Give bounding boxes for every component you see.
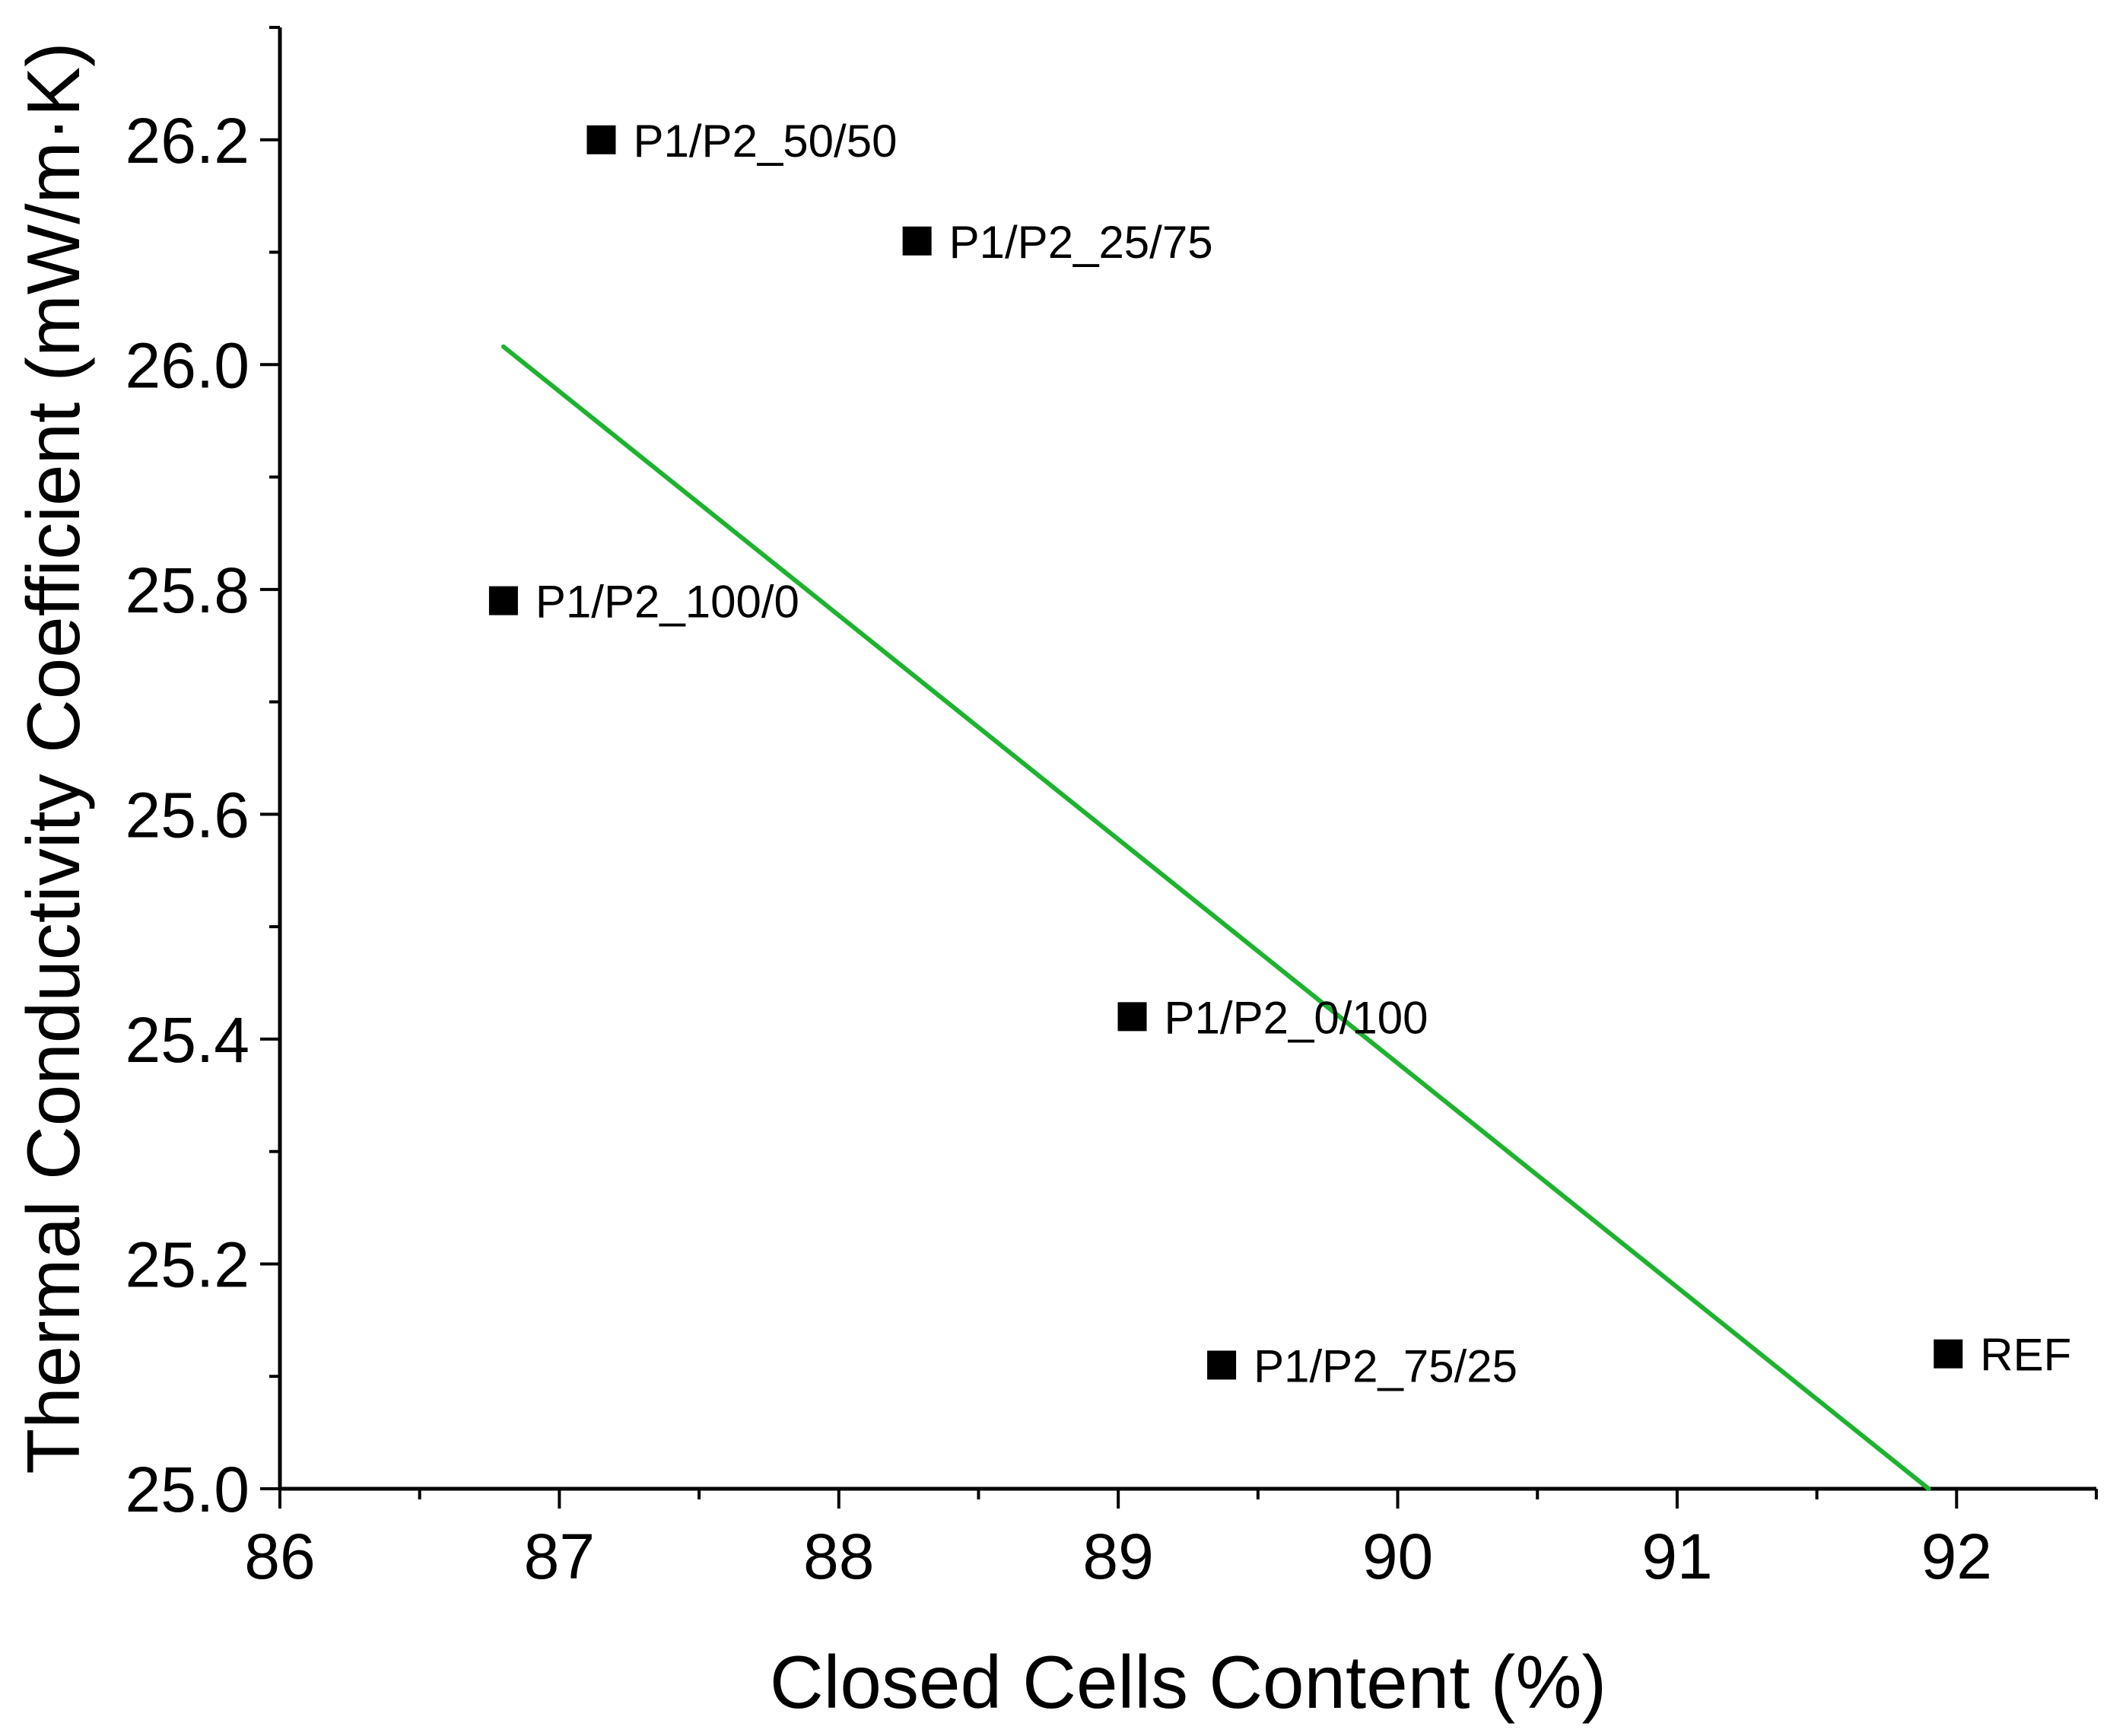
- data-point-marker: [1117, 1002, 1147, 1032]
- x-axis-title: Closed Cells Content (%): [770, 1640, 1606, 1724]
- fit-line: [500, 344, 1931, 1491]
- data-point-label: P1/P2_75/25: [1254, 1340, 1517, 1391]
- data-point-marker: [902, 226, 932, 256]
- x-tick-label: 90: [1362, 1521, 1433, 1592]
- data-point-marker: [488, 586, 518, 615]
- x-tick-label: 87: [524, 1521, 595, 1592]
- data-point-label: P1/P2_0/100: [1165, 992, 1428, 1043]
- data-point-marker: [1934, 1339, 1963, 1369]
- data-points: P1/P2_50/50 P1/P2_25/75 P1/P2_100/0 P1/P2_0…: [488, 116, 2071, 1391]
- data-point-label: P1/P2_50/50: [633, 116, 897, 167]
- y-axis-title: Thermal Conductivity Coefficient (mW/m·K…: [11, 42, 95, 1474]
- y-tick-label: 26.2: [126, 105, 250, 176]
- y-tick-label: 25.6: [126, 779, 250, 851]
- x-tick-label: 89: [1082, 1521, 1153, 1592]
- x-tick-label: 91: [1641, 1521, 1712, 1592]
- data-point-marker: [586, 125, 616, 154]
- y-tick-label: 25.2: [126, 1229, 250, 1300]
- y-tick-label: 25.4: [126, 1004, 250, 1076]
- y-tick-label: 26.0: [126, 329, 250, 401]
- fit-line-group: [500, 344, 1931, 1491]
- y-tick-label: 25.8: [126, 555, 250, 626]
- data-point-label: P1/P2_100/0: [535, 577, 799, 628]
- x-tick-label: 86: [244, 1521, 315, 1592]
- y-tick-label: 25.0: [126, 1454, 250, 1525]
- data-point-marker: [1207, 1350, 1237, 1380]
- axes: 86 87 88 89 90 91 92 25.0 25.2 25.4 25.6 25.8 26.0 26…: [126, 26, 2098, 1592]
- data-point-label: REF: [1980, 1330, 2071, 1381]
- x-tick-label: 88: [803, 1521, 874, 1592]
- data-point-label: P1/P2_25/75: [949, 217, 1213, 268]
- x-tick-label: 92: [1921, 1521, 1992, 1592]
